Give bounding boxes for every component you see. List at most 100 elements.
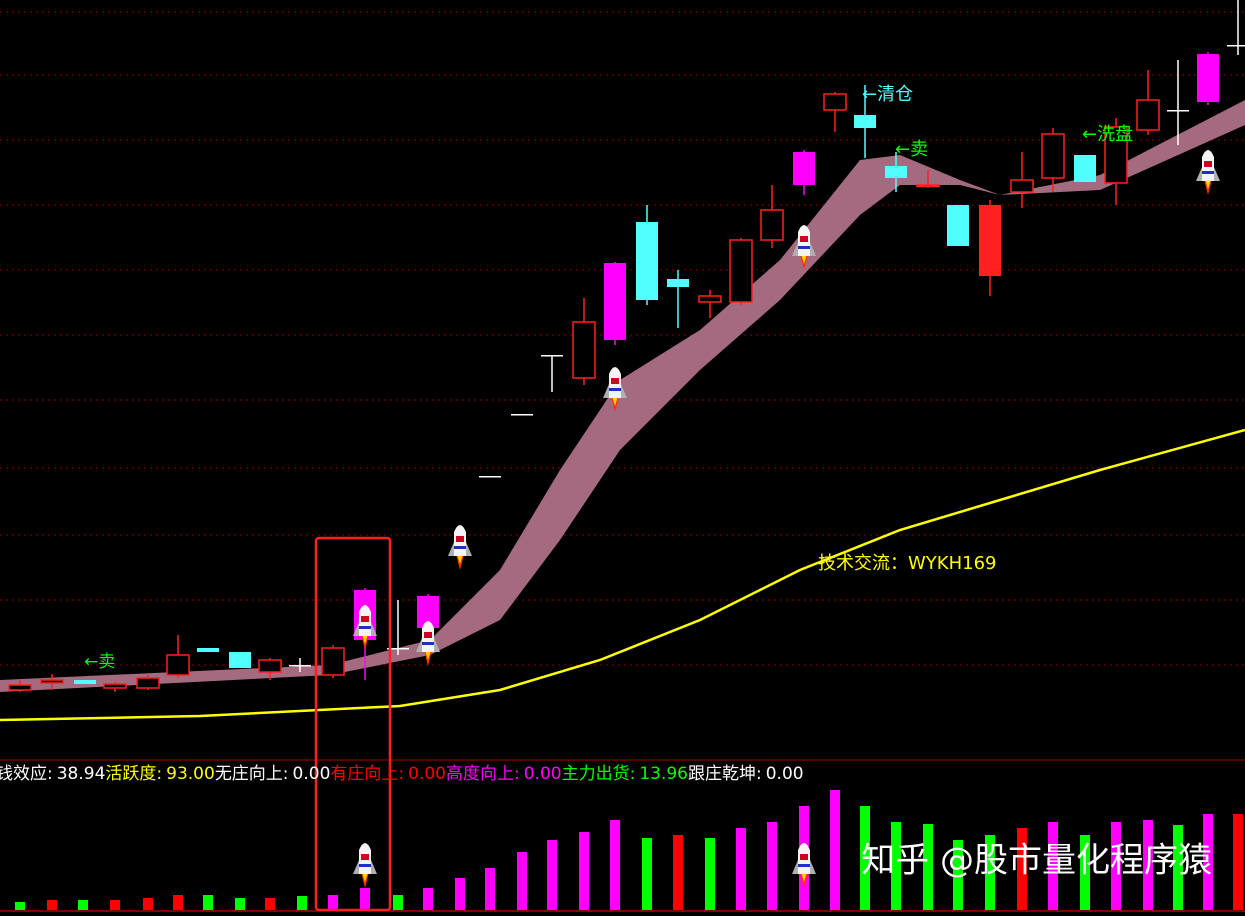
indicator-bar — [1203, 814, 1213, 910]
indicator-bar — [610, 820, 620, 910]
indicator-bar — [235, 898, 245, 910]
candle-body — [8, 684, 32, 691]
rocket-window — [361, 616, 369, 622]
indicator-bar — [1111, 822, 1121, 910]
indicator-bar — [110, 900, 120, 910]
indicator-bar — [953, 840, 963, 910]
rocket-icon — [416, 621, 440, 666]
candle-body — [40, 679, 64, 684]
indicator-bar — [767, 822, 777, 910]
indicator-bar — [1143, 820, 1153, 910]
candle-body — [729, 239, 753, 303]
indicator-value: 0.00 — [293, 764, 331, 784]
indicator-bar — [143, 898, 153, 910]
indicator-bar — [328, 895, 338, 910]
indicator-name: 活跃度: — [105, 764, 162, 784]
indicator-bar — [203, 895, 213, 910]
candle-body — [885, 166, 907, 178]
candle-body — [947, 205, 969, 246]
indicator-bar — [47, 900, 57, 910]
candle-body — [1041, 133, 1065, 179]
candle-body — [417, 596, 439, 628]
rocket-stripe — [609, 388, 621, 391]
indicator-bar — [265, 898, 275, 910]
rocket-flame — [425, 650, 431, 660]
candle-body — [229, 652, 251, 668]
candle-body — [760, 209, 784, 241]
indicator-name: 有庄向上: — [330, 764, 404, 784]
rocket-window — [361, 854, 369, 860]
rocket-window — [800, 854, 808, 860]
annotation: 技术交流：WYKH169 — [818, 553, 997, 574]
candle-body — [541, 355, 563, 357]
indicator-value: 0.00 — [408, 764, 446, 784]
rocket-window — [611, 378, 619, 384]
watermark: 知乎 @股市量化程序猿 — [861, 841, 1212, 881]
candle-body — [698, 295, 722, 303]
indicator-value: 0.00 — [766, 764, 804, 784]
indicator-bar — [360, 888, 370, 910]
highlight-box — [314, 536, 392, 912]
candle-body — [1104, 126, 1128, 184]
rocket-stripe — [1202, 171, 1214, 174]
indicator-bar — [1173, 825, 1183, 910]
rocket-stripe — [422, 642, 434, 645]
indicator-value: 0.00 — [524, 764, 562, 784]
candle-body — [854, 115, 876, 128]
candle-body — [387, 648, 409, 650]
indicator-bar — [830, 790, 840, 910]
indicator-bar — [985, 835, 995, 910]
indicator-bar — [1233, 814, 1243, 910]
candle-body — [1074, 155, 1096, 182]
indicator-bar — [173, 895, 183, 910]
indicator-bar — [485, 868, 495, 910]
candle-body — [258, 659, 282, 673]
rocket-stripe — [359, 626, 371, 629]
indicator-name: 高度向上: — [446, 764, 520, 784]
indicator-bar — [860, 806, 870, 910]
rocket-window — [456, 536, 464, 542]
rocket-icon — [1196, 150, 1220, 195]
indicator-name: 无庄向上: — [215, 764, 289, 784]
rocket-icon — [353, 843, 377, 888]
indicator-bar — [923, 824, 933, 910]
indicator-bar — [673, 835, 683, 910]
candle-body — [1227, 45, 1245, 47]
rocket-flame — [362, 872, 368, 882]
candle-body — [1167, 110, 1189, 112]
indicator-bar — [517, 852, 527, 910]
indicator-name: 钱效应: — [0, 764, 53, 784]
indicator-bar — [393, 895, 403, 910]
rocket-stripe — [798, 864, 810, 867]
candle-body — [103, 683, 127, 689]
annotation: ←卖 — [895, 139, 928, 160]
indicator-bar — [455, 878, 465, 910]
indicator-bar — [1017, 828, 1027, 910]
rocket-window — [800, 236, 808, 242]
indicator-value: 13.96 — [639, 764, 688, 784]
rocket-stripe — [798, 246, 810, 249]
candle-body — [136, 677, 160, 689]
candle-body — [321, 647, 345, 676]
candle-body — [197, 648, 219, 652]
indicator-bar — [579, 832, 589, 910]
rocket-stripe — [359, 864, 371, 867]
ma-line — [0, 428, 1245, 722]
rocket-flame — [457, 554, 463, 564]
indicator-bar — [642, 838, 652, 910]
annotation: ←卖 — [84, 652, 115, 672]
rocket-flame — [1205, 179, 1211, 189]
candle-body — [636, 222, 658, 300]
candle-body — [166, 654, 190, 676]
rocket-flame — [612, 396, 618, 406]
indicator-bar — [736, 828, 746, 910]
candle-body — [572, 321, 596, 379]
candle-body — [1136, 99, 1160, 131]
rocket-icon — [792, 843, 816, 888]
rocket-flame — [801, 254, 807, 264]
candle-body — [667, 279, 689, 287]
indicator-bar — [891, 822, 901, 910]
annotation: ←清仓 — [862, 84, 913, 105]
rocket-icon — [353, 605, 377, 650]
